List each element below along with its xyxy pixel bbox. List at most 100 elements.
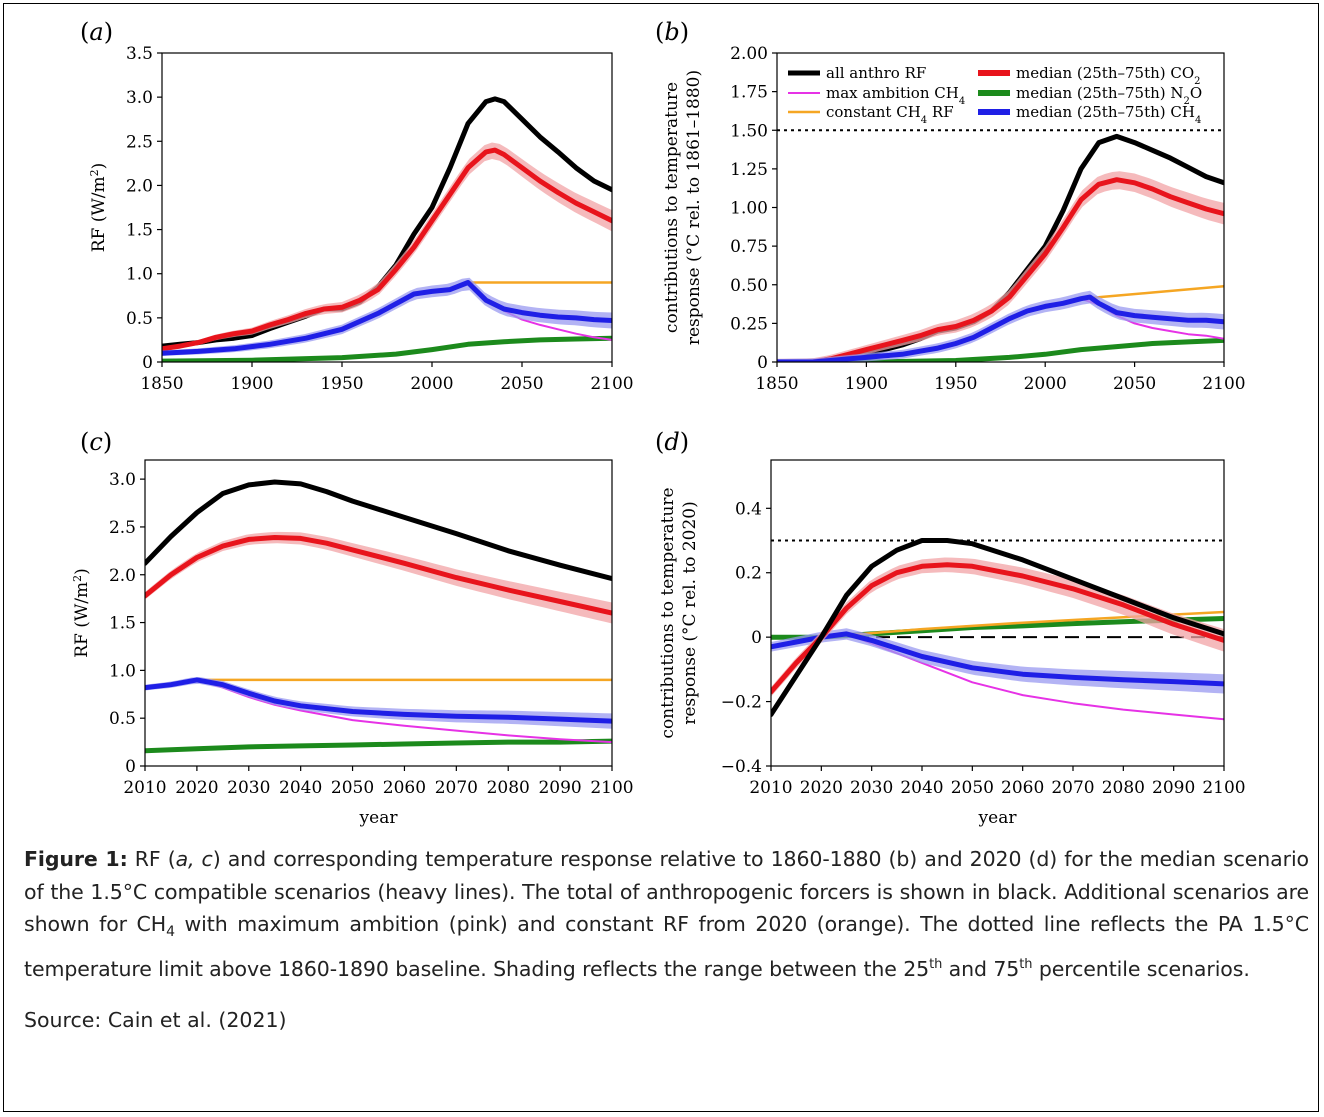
y-tick-label: 1.75 xyxy=(730,83,768,103)
y-tick-label: 3.0 xyxy=(109,470,136,490)
x-tick-label: 2040 xyxy=(279,778,322,798)
figure-caption: Figure 1: RF (a, c) and corresponding te… xyxy=(24,847,1309,981)
x-tick-label: 2100 xyxy=(590,778,633,798)
x-tick-label: 2070 xyxy=(435,778,478,798)
plot-area xyxy=(145,479,612,754)
y-tick-label: 0.4 xyxy=(735,499,762,519)
y-tick-label: 2.00 xyxy=(730,44,768,64)
axes-frame xyxy=(161,52,613,363)
plot-area xyxy=(777,129,1224,362)
x-tick-label: 2050 xyxy=(500,374,543,394)
series-line-black xyxy=(771,538,1224,717)
x-tick-label: 2070 xyxy=(1051,778,1094,798)
y-tick-label: 1.50 xyxy=(730,121,768,141)
y-tick-label: 1.0 xyxy=(109,661,136,681)
y-tick-label: 0.75 xyxy=(730,237,768,257)
x-tick-label: 2050 xyxy=(331,778,374,798)
series-line-ch4 xyxy=(162,280,612,356)
y-tick-label: 1.5 xyxy=(126,221,153,241)
y-tick-label: 0 xyxy=(125,757,136,777)
y-tick-label: 1.5 xyxy=(109,614,136,634)
y-tick-label: 0.5 xyxy=(126,309,153,329)
x-tick-label: 2000 xyxy=(410,374,453,394)
plot-area xyxy=(771,538,1224,721)
figure-charts: (a) 1850 1900 1950 2000 2050 2100 0 0.5 1.0 1.5 2.0… xyxy=(71,18,1246,828)
x-tick-label: 2030 xyxy=(227,778,270,798)
plot-area xyxy=(162,96,612,362)
series-line-co2 xyxy=(162,147,612,352)
figure-frame xyxy=(3,3,1319,1112)
x-tick-label: 1900 xyxy=(230,374,273,394)
x-tick-label: 2090 xyxy=(1152,778,1195,798)
x-tick-label: 2030 xyxy=(850,778,893,798)
series-line-ch4 xyxy=(777,294,1224,362)
y-tick-label: 1.0 xyxy=(126,265,153,285)
series-line-ch4 xyxy=(145,677,612,724)
series-line-co2 xyxy=(145,535,612,616)
series-line-n2o xyxy=(145,738,612,754)
y-tick-label: −0.4 xyxy=(721,757,762,777)
panel-label: (a) xyxy=(80,18,113,46)
panel-label: (c) xyxy=(80,428,112,456)
y-tick-label: 0.50 xyxy=(730,276,768,296)
x-tick-label: 2000 xyxy=(1024,374,1067,394)
figure-source: Source: Cain et al. (2021) xyxy=(24,1008,287,1032)
x-tick-label: 1950 xyxy=(320,374,363,394)
series-line-constant xyxy=(1079,285,1224,300)
y-tick-label: 3.0 xyxy=(126,88,153,108)
x-tick-label: 2100 xyxy=(590,374,633,394)
x-tick-label: 2090 xyxy=(538,778,581,798)
axes-frame xyxy=(770,459,1225,767)
y-tick-label: 2.0 xyxy=(126,176,153,196)
x-tick-label: 2040 xyxy=(900,778,943,798)
x-tick-label: 2010 xyxy=(123,778,166,798)
x-tick-label: 2010 xyxy=(749,778,792,798)
series-line-n2o xyxy=(162,335,612,362)
y-tick-label: 3.5 xyxy=(126,44,153,64)
y-tick-label: 2.5 xyxy=(109,518,136,538)
y-axis-label-line2: response (°C rel. to 1861–1880) xyxy=(684,70,704,345)
y-axis-label-line1: contributions to temperature xyxy=(662,82,682,333)
y-tick-label: 1.25 xyxy=(730,160,768,180)
x-axis-label: year xyxy=(359,808,399,828)
y-tick-label: 1.00 xyxy=(730,199,768,219)
legend-label-n2o: median (25th–75th) N2O xyxy=(1016,84,1202,107)
x-tick-label: 2020 xyxy=(800,778,843,798)
caption-label: Figure 1: xyxy=(24,847,128,871)
band-co2 xyxy=(145,531,612,624)
y-tick-label: 0.2 xyxy=(735,564,762,584)
panel-c: (c) 2010 2020 2030 2040 2050 2060 2070 2080 2090 2… xyxy=(71,428,634,828)
x-tick-label: 2050 xyxy=(951,778,994,798)
x-tick-label: 1850 xyxy=(755,374,798,394)
y-tick-label: 0.5 xyxy=(109,709,136,729)
y-tick-label: 0 xyxy=(751,628,762,648)
legend-label-max_ambition: max ambition CH4 xyxy=(826,84,965,107)
panel-label: (b) xyxy=(655,18,689,46)
y-tick-label: 2.5 xyxy=(126,132,153,152)
x-tick-label: 2080 xyxy=(487,778,530,798)
legend-label-ch4: median (25th–75th) CH4 xyxy=(1016,103,1201,126)
y-axis-label-line1: contributions to temperature xyxy=(658,487,678,738)
x-tick-label: 1850 xyxy=(140,374,183,394)
y-tick-label: 0 xyxy=(757,353,768,373)
y-axis-label-line2: response (°C rel. to 2020) xyxy=(680,501,700,725)
panel-d: (d) 2010 2020 2030 2040 2050 2060 2070 2080 2090 2… xyxy=(655,428,1246,828)
band-co2 xyxy=(777,171,1224,362)
axes-frame xyxy=(144,459,613,767)
series-line-n2o xyxy=(777,337,1224,362)
x-tick-label: 1900 xyxy=(845,374,888,394)
x-tick-label: 2080 xyxy=(1102,778,1145,798)
x-tick-label: 2060 xyxy=(1001,778,1044,798)
x-axis-label: year xyxy=(978,808,1018,828)
y-tick-label: 2.0 xyxy=(109,566,136,586)
legend-label-co2: median (25th–75th) CO2 xyxy=(1016,64,1201,87)
y-axis-label: RF (W/m2) xyxy=(71,568,93,658)
y-axis-label: RF (W/m2) xyxy=(88,163,110,253)
x-tick-label: 2020 xyxy=(175,778,218,798)
panel-b: (b) 1850 1900 1950 2000 2050 2100 0 0.25 0.50 0.75… xyxy=(655,18,1246,394)
panel-label: (d) xyxy=(655,428,689,456)
y-tick-label: 0 xyxy=(142,353,153,373)
x-tick-label: 2050 xyxy=(1113,374,1156,394)
x-tick-label: 2060 xyxy=(383,778,426,798)
